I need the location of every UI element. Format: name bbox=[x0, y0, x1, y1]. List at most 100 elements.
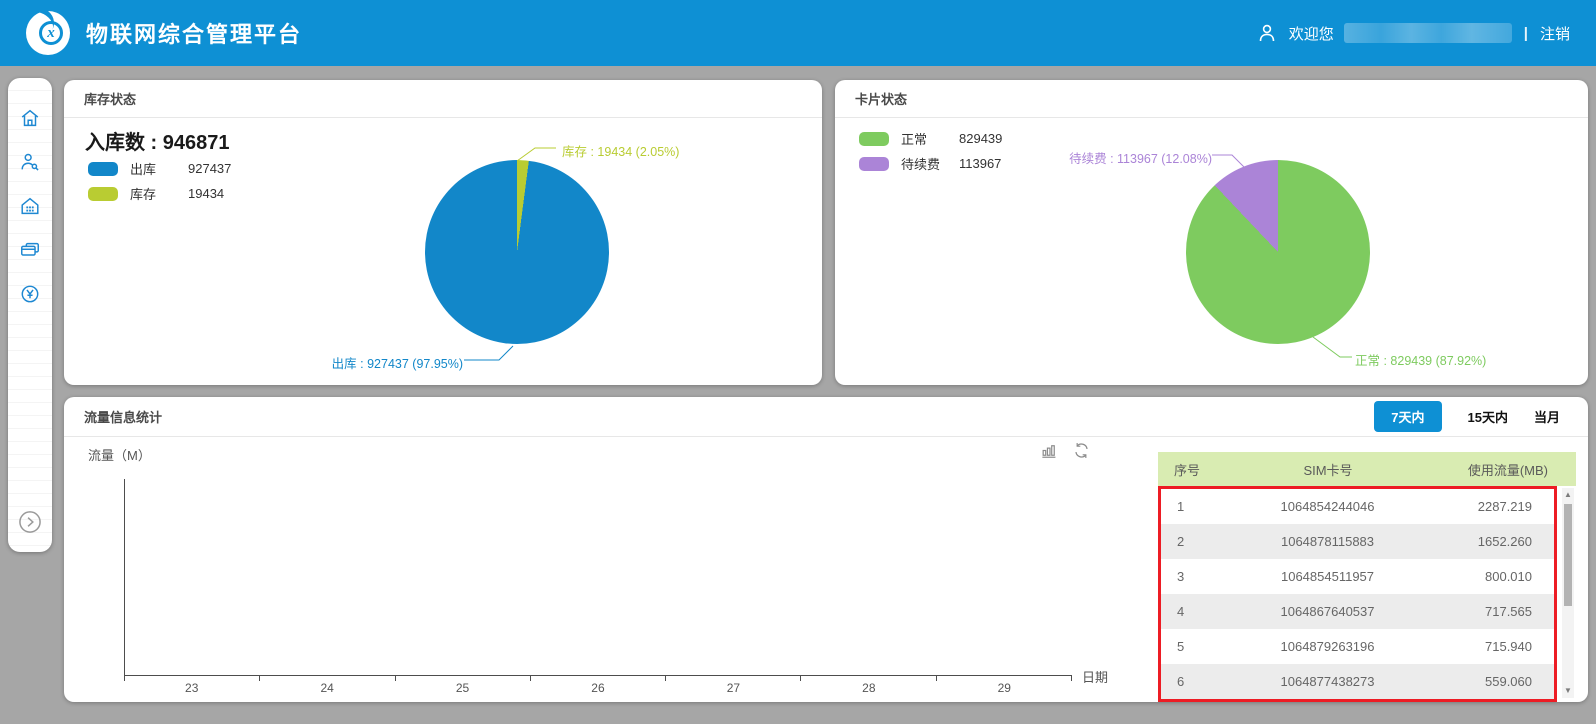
sim-number: 1064854511957 bbox=[1280, 569, 1375, 584]
row-index: 3 bbox=[1177, 569, 1185, 584]
scrollbar-thumb[interactable] bbox=[1564, 504, 1572, 606]
legend-swatch-out bbox=[88, 161, 118, 176]
usage-mb: 717.565 bbox=[1485, 604, 1532, 619]
x-tick-label: 27 bbox=[726, 681, 741, 695]
inventory-pie-chart[interactable] bbox=[425, 160, 609, 344]
inbound-total: 入库数 : 946871 bbox=[85, 126, 230, 155]
sim-number: 1064867640537 bbox=[1280, 604, 1375, 619]
column-header: 使用流量(MB) bbox=[1467, 462, 1548, 478]
traffic-stats-panel: 流量信息统计 7天内 15天内 当月 流量（M） 23 24 25 26 27 28 29 … bbox=[64, 397, 1588, 702]
inbound-total-label: 入库数 : bbox=[85, 132, 158, 154]
table-row[interactable]: 1 1064854244046 2287.219 bbox=[1161, 489, 1554, 524]
usage-mb: 2287.219 bbox=[1477, 499, 1532, 514]
row-index: 2 bbox=[1177, 534, 1185, 549]
usage-mb: 800.010 bbox=[1485, 569, 1532, 584]
user-area: 欢迎您 | 注销 bbox=[1255, 21, 1570, 45]
billing-icon[interactable] bbox=[19, 283, 41, 305]
column-header: SIM卡号 bbox=[1303, 462, 1353, 478]
scroll-down-icon[interactable]: ▼ bbox=[1564, 686, 1572, 695]
legend-value: 927437 bbox=[188, 161, 232, 176]
cards-pie-chart[interactable] bbox=[1186, 160, 1370, 344]
card-status-panel: 卡片状态 正常 829439 待续费 113967 待续费 : 113967 (… bbox=[835, 80, 1588, 385]
x-tick-label: 25 bbox=[455, 681, 470, 695]
tab-7-days[interactable]: 7天内 bbox=[1374, 401, 1442, 432]
row-index: 1 bbox=[1177, 499, 1185, 514]
pie-label-stock: 库存 : 19434 (2.05%) bbox=[562, 145, 680, 159]
row-index: 6 bbox=[1177, 674, 1185, 689]
time-range-tabs: 7天内 15天内 当月 bbox=[1374, 401, 1560, 432]
logo-ring-icon: x bbox=[39, 21, 63, 45]
legend-label: 库存 bbox=[130, 187, 157, 202]
row-index: 5 bbox=[1177, 639, 1185, 654]
app-logo-icon: x bbox=[18, 2, 70, 55]
x-axis-ticks bbox=[124, 676, 1072, 681]
username-redacted bbox=[1343, 23, 1512, 43]
topbar-divider: | bbox=[1523, 24, 1528, 42]
legend-value: 829439 bbox=[959, 131, 1003, 146]
x-axis-name: 日期 bbox=[1082, 670, 1109, 685]
sim-number: 1064854244046 bbox=[1280, 499, 1375, 514]
legend-value: 113967 bbox=[959, 156, 1002, 171]
pie-label-normal: 正常 : 829439 (87.92%) bbox=[1355, 354, 1487, 368]
user-management-icon[interactable] bbox=[19, 151, 41, 173]
tab-current-month[interactable]: 当月 bbox=[1534, 407, 1560, 426]
x-tick bbox=[529, 676, 665, 681]
table-row[interactable]: 2 1064878115883 1652.260 bbox=[1161, 524, 1554, 559]
legend-swatch-normal bbox=[859, 131, 889, 146]
logout-link[interactable]: 注销 bbox=[1539, 25, 1570, 43]
app-title: 物联网综合管理平台 bbox=[86, 22, 303, 47]
card-management-icon[interactable] bbox=[19, 239, 41, 261]
cards-legend: 正常 829439 待续费 113967 bbox=[859, 126, 1002, 176]
sim-usage-table: 序号 SIM卡号 使用流量(MB) 1 1064854244046 2287.219 2 1… bbox=[1158, 452, 1576, 702]
scroll-up-icon[interactable]: ▲ bbox=[1564, 490, 1572, 499]
user-icon bbox=[1255, 21, 1279, 45]
home-icon[interactable] bbox=[19, 107, 41, 129]
usage-mb: 1652.260 bbox=[1477, 534, 1532, 549]
usage-mb: 715.940 bbox=[1485, 639, 1532, 654]
x-tick-label: 29 bbox=[997, 681, 1011, 695]
table-row[interactable]: 5 1064879263196 715.940 bbox=[1161, 629, 1554, 664]
x-tick bbox=[665, 676, 800, 681]
x-axis-labels: 23 24 25 26 27 28 29 bbox=[124, 681, 1072, 695]
panel-title: 库存状态 bbox=[64, 80, 822, 118]
legend-swatch-stock bbox=[88, 186, 118, 201]
chart-toolbar bbox=[1040, 441, 1091, 460]
sidebar-expand-button[interactable] bbox=[17, 509, 43, 535]
x-tick bbox=[935, 676, 1071, 681]
legend-item[interactable]: 库存 19434 bbox=[88, 181, 231, 206]
y-axis bbox=[124, 479, 125, 675]
sim-table-body: 1 1064854244046 2287.219 2 1064878115883 1652… bbox=[1158, 486, 1557, 702]
usage-mb: 559.060 bbox=[1485, 674, 1532, 689]
legend-item[interactable]: 出库 927437 bbox=[88, 156, 231, 181]
table-row[interactable]: 3 1064854511957 800.010 bbox=[1161, 559, 1554, 594]
warehouse-icon[interactable] bbox=[19, 195, 41, 217]
inventory-status-panel: 库存状态 入库数 : 946871 出库 927437 库存 19434 库存 … bbox=[64, 80, 822, 385]
y-axis-label: 流量（M） bbox=[88, 448, 151, 463]
row-index: 4 bbox=[1177, 604, 1185, 619]
x-tick-label: 23 bbox=[185, 681, 199, 695]
panel-title: 流量信息统计 bbox=[84, 410, 163, 425]
refresh-icon[interactable] bbox=[1072, 441, 1091, 460]
tab-15-days[interactable]: 15天内 bbox=[1468, 407, 1508, 426]
x-tick-label: 28 bbox=[862, 681, 876, 695]
legend-item[interactable]: 正常 829439 bbox=[859, 126, 1002, 151]
bar-chart-icon[interactable] bbox=[1040, 441, 1059, 460]
x-tick bbox=[800, 676, 935, 681]
legend-item[interactable]: 待续费 113967 bbox=[859, 151, 1002, 176]
pie-label-renew: 待续费 : 113967 (12.08%) bbox=[1069, 152, 1212, 166]
legend-swatch-renew bbox=[859, 156, 889, 171]
inbound-total-value: 946871 bbox=[162, 132, 230, 154]
legend-label: 正常 bbox=[901, 132, 928, 147]
sim-number: 1064878115883 bbox=[1280, 534, 1375, 549]
legend-label: 待续费 bbox=[901, 157, 941, 172]
table-row[interactable]: 4 1064867640537 717.565 bbox=[1161, 594, 1554, 629]
x-tick-label: 26 bbox=[591, 681, 605, 695]
x-axis bbox=[124, 675, 1072, 676]
sim-number: 1064879263196 bbox=[1280, 639, 1375, 654]
sidebar bbox=[8, 78, 52, 552]
pie-label-out: 出库 : 927437 (97.95%) bbox=[331, 357, 463, 371]
panel-title: 卡片状态 bbox=[835, 80, 1588, 118]
table-scrollbar[interactable]: ▲ ▼ bbox=[1562, 488, 1574, 698]
table-row[interactable]: 6 1064877438273 559.060 bbox=[1161, 664, 1554, 699]
sim-table-header: 序号 SIM卡号 使用流量(MB) bbox=[1158, 452, 1576, 486]
